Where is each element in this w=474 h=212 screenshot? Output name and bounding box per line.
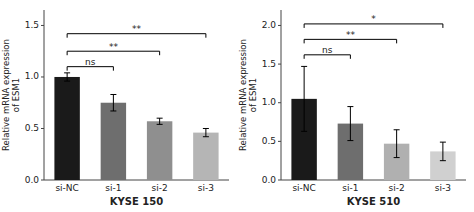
error-bar [440,142,446,161]
x-tick-label: si-NC [292,183,315,193]
marks [291,24,455,180]
y-tick-label: 0.0 [262,175,277,185]
significance-bracket [304,39,397,43]
y-tick-label: 1.0 [25,71,40,81]
bar [101,103,126,180]
y-axis-label: Relative mRNA expressionof ESM1 [238,39,258,151]
y-tick-label: 1.5 [262,59,276,69]
x-tick-label: si-NC [55,183,78,193]
x-tick-label: si-3 [198,183,214,193]
significance-label: ** [109,42,119,52]
error-bar [157,118,163,124]
y-tick-label: 1.0 [262,97,277,107]
bar [193,133,218,180]
significance-label: ns [322,45,333,55]
x-axis-label: KYSE 150 [110,196,163,207]
bar [147,121,172,180]
panel: 0.0 0.5 1.0 1.5 ns ** ** si-NC si-1 si-2 si-3 KYSE … [1,10,229,207]
significance-label: ** [346,30,356,40]
significance-label: ns [85,57,96,67]
y-axis-line [281,10,282,180]
x-tick-label: si-1 [105,183,121,193]
x-axis-label: KYSE 510 [347,196,400,207]
panel: 0.00.51.01.52.0ns***si-NCsi-1si-2si-3KYS… [238,10,466,207]
error-bar [347,107,353,141]
page: {"chart_data": [ {"type": "bar", "xlabel… [0,0,474,212]
significance-bracket [67,34,206,38]
y-tick-label: 1.5 [25,20,39,30]
significance-label: ** [132,24,142,34]
y-tick-label: 0.0 [25,175,40,185]
y-tick-label: 2.0 [262,20,277,30]
significance-bracket [304,55,350,59]
x-tick-label: si-3 [435,183,451,193]
significance-bracket [304,24,443,28]
y-tick-label: 0.5 [25,123,39,133]
y-axis-label: Relative mRNA expressionof ESM1 [1,39,21,151]
bar [54,77,79,180]
y-axis-line [44,10,45,180]
x-tick-label: si-1 [342,183,358,193]
error-bar [64,73,70,81]
error-bar [203,128,209,136]
error-bar [394,130,400,158]
x-tick-label: si-2 [152,183,168,193]
error-bar [301,66,307,131]
error-bar [110,94,116,110]
significance-label: * [371,14,376,24]
y-axis-label-line: of ESM1 [11,78,21,112]
significance-bracket [67,51,160,55]
y-axis-label-line: Relative mRNA expression [1,39,11,151]
figure: 0.0 0.5 1.0 1.5 ns ** ** si-NC si-1 si-2 si-3 KYSE … [0,0,474,212]
y-axis-label-line: Relative mRNA expression [238,39,248,151]
marks [54,34,218,180]
y-tick-label: 0.5 [262,136,276,146]
significance-bracket [67,67,113,71]
x-tick-label: si-2 [389,183,405,193]
y-axis-label-line: of ESM1 [248,78,258,112]
